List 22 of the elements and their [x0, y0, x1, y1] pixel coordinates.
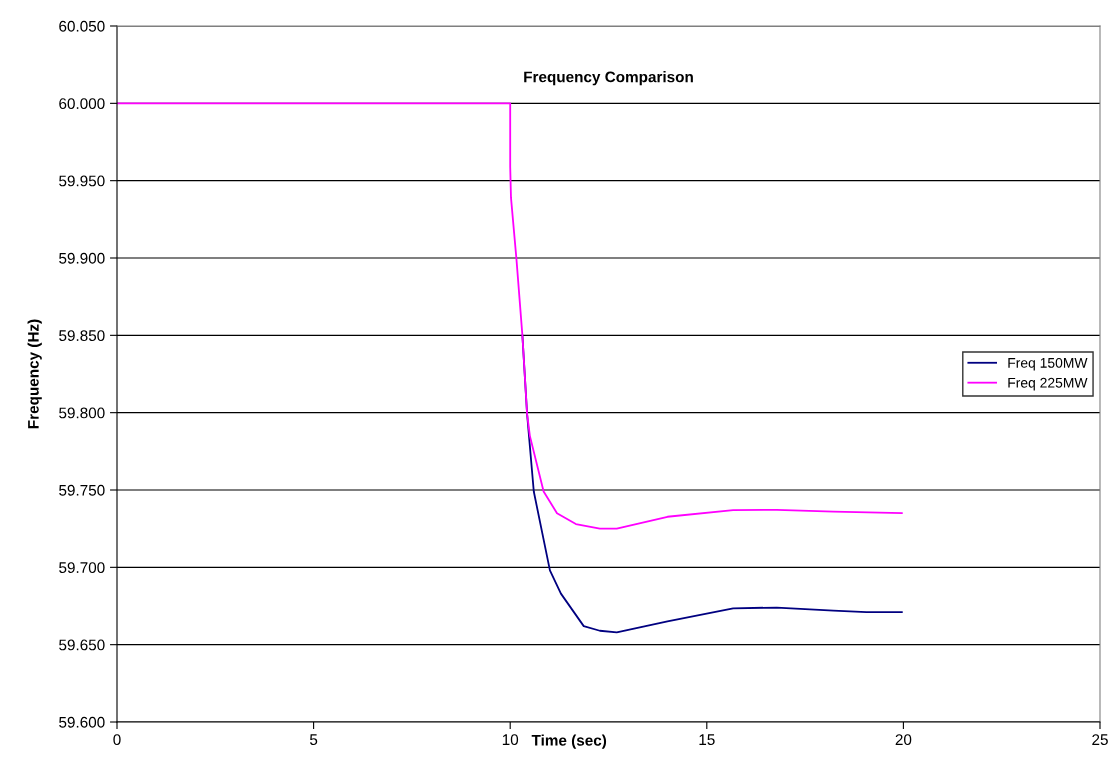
x-tick-label: 5: [309, 734, 318, 746]
y-axis-title: Frequency (Hz): [27, 319, 42, 429]
y-tick-label: 59.900: [59, 252, 105, 264]
legend-label: Freq 150MW: [1008, 357, 1088, 371]
line-series: [117, 102, 903, 530]
y-tick-label: 59.700: [59, 562, 105, 574]
x-tick-label: 15: [699, 734, 715, 746]
x-axis-title: Time (sec): [531, 734, 607, 749]
y-tick-label: 59.750: [59, 484, 105, 496]
y-tick-label: 59.800: [59, 407, 105, 419]
y-tick-label: 59.600: [59, 716, 105, 728]
x-tick-label: 10: [502, 734, 519, 746]
y-tick-label: 60.050: [59, 20, 105, 32]
x-tick-label: 20: [895, 734, 912, 746]
y-tick-label: 59.950: [59, 175, 105, 187]
y-tick-label: 59.650: [59, 639, 105, 651]
x-tick-label: 25: [1092, 734, 1108, 746]
y-tick-label: 60.000: [59, 98, 105, 110]
text: Frequency Comparison: [524, 71, 693, 86]
x-tick-label: 0: [113, 734, 121, 746]
y-tick-label: 59.850: [59, 330, 105, 342]
legend-label: Freq 225MW: [1008, 377, 1088, 391]
